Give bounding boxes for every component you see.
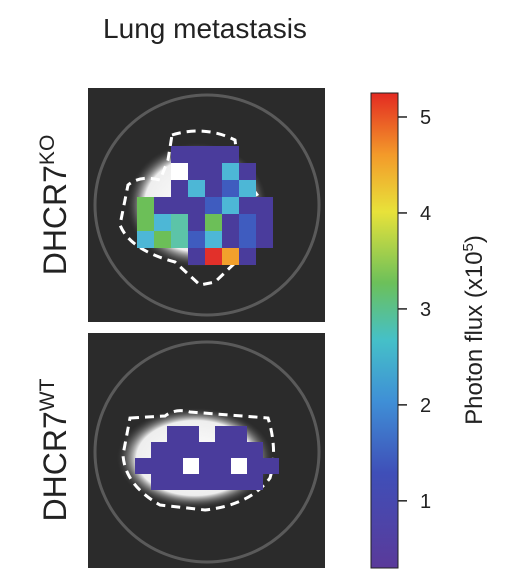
flux-pixel <box>222 231 239 248</box>
flux-pixel <box>137 231 154 248</box>
flux-pixel <box>188 248 205 265</box>
flux-pixel <box>263 458 279 474</box>
flux-pixel <box>222 163 239 180</box>
flux-pixel <box>239 231 256 248</box>
flux-pixel <box>247 458 263 474</box>
colorbar-label: Photon flux (x105) <box>460 235 488 425</box>
flux-pixel <box>188 214 205 231</box>
flux-pixel <box>171 146 188 163</box>
flux-pixel <box>151 442 167 458</box>
flux-pixel <box>167 458 183 474</box>
tick-label: 2 <box>420 395 431 417</box>
flux-pixel <box>188 231 205 248</box>
flux-pixel <box>171 231 188 248</box>
flux-pixel <box>239 163 256 180</box>
flux-pixel <box>171 197 188 214</box>
flux-pixel <box>154 231 171 248</box>
flux-pixel <box>154 197 171 214</box>
colorbar-label-text: Photon flux (x10 <box>461 251 488 424</box>
label-text: DHCR7 <box>37 411 73 521</box>
flux-pixel <box>199 458 215 474</box>
flux-pixel <box>135 458 151 474</box>
flux-pixel <box>154 214 171 231</box>
flux-pixel <box>215 442 231 458</box>
flux-pixel <box>171 180 188 197</box>
flux-pixel <box>205 180 222 197</box>
flux-pixel <box>215 426 231 442</box>
tick-label: 4 <box>420 203 431 225</box>
panel-label: DHCR7KO <box>36 135 73 276</box>
flux-pixel <box>239 248 256 265</box>
flux-pixel <box>199 442 215 458</box>
flux-pixel <box>231 426 247 442</box>
flux-pixel <box>247 442 263 458</box>
flux-pixel <box>137 214 154 231</box>
label-superscript: WT <box>36 378 59 411</box>
flux-pixel <box>205 231 222 248</box>
flux-pixel <box>171 163 188 180</box>
flux-pixel <box>222 180 239 197</box>
flux-pixel <box>188 180 205 197</box>
flux-pixel <box>231 474 247 490</box>
label-text: DHCR7 <box>37 165 73 275</box>
flux-pixel <box>205 214 222 231</box>
flux-pixel <box>247 474 263 490</box>
flux-pixel <box>239 197 256 214</box>
flux-pixel <box>188 163 205 180</box>
flux-pixel <box>183 426 199 442</box>
flux-pixel <box>151 458 167 474</box>
flux-pixel <box>215 474 231 490</box>
flux-pixel <box>222 248 239 265</box>
flux-pixel <box>137 197 154 214</box>
flux-pixel <box>205 197 222 214</box>
flux-pixel <box>183 474 199 490</box>
flux-pixel <box>231 442 247 458</box>
flux-pixel <box>256 231 273 248</box>
label-superscript: KO <box>36 135 59 165</box>
flux-pixel <box>205 146 222 163</box>
flux-pixel <box>239 214 256 231</box>
tick-label: 3 <box>420 299 431 321</box>
colorbar-label-end: ) <box>461 235 488 243</box>
flux-pixel <box>188 146 205 163</box>
flux-pixel <box>167 442 183 458</box>
flux-pixel <box>183 458 199 474</box>
flux-pixel <box>256 214 273 231</box>
flux-pixel <box>215 458 231 474</box>
flux-pixel <box>183 442 199 458</box>
flux-pixel <box>222 146 239 163</box>
flux-pixel <box>188 197 205 214</box>
colorbar-superscript: 5 <box>460 243 477 251</box>
figure: Lung metastasis DHCR7KO DHCR7WT 12345 Ph… <box>0 0 519 573</box>
title: Lung metastasis <box>103 13 307 44</box>
flux-pixel <box>151 474 167 490</box>
panel-label: DHCR7WT <box>36 378 73 521</box>
flux-pixel <box>167 474 183 490</box>
flux-pixel <box>171 214 188 231</box>
flux-pixel <box>167 426 183 442</box>
flux-pixel <box>205 248 222 265</box>
tick-label: 1 <box>420 491 431 513</box>
flux-pixel <box>256 197 273 214</box>
tick-label: 5 <box>420 107 431 129</box>
flux-pixel <box>231 458 247 474</box>
flux-pixel <box>199 474 215 490</box>
colorbar <box>371 93 398 568</box>
flux-pixel <box>239 180 256 197</box>
flux-pixel <box>205 163 222 180</box>
flux-pixel <box>222 197 239 214</box>
flux-pixel <box>222 214 239 231</box>
